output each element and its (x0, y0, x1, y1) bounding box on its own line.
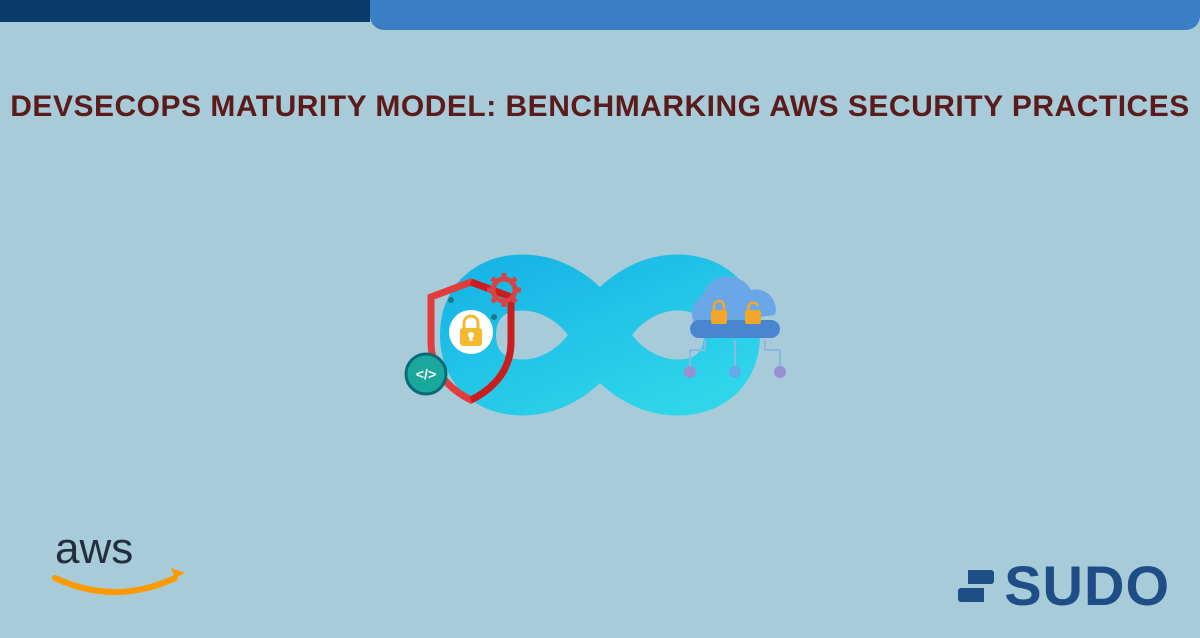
sudo-mark-icon (954, 564, 998, 608)
aws-text: aws (55, 524, 133, 573)
cloud-security-icon (660, 270, 810, 410)
page-title: DEVSECOPS MATURITY MODEL: BENCHMARKING A… (0, 90, 1200, 124)
top-bar-light (370, 0, 1200, 30)
aws-smile-icon (55, 578, 175, 592)
sudo-text: SUDO (1004, 553, 1170, 618)
top-bar-dark (0, 0, 370, 22)
infinity-graphic: </> (320, 190, 880, 480)
aws-logo: aws (40, 518, 200, 608)
sudo-logo: SUDO (954, 553, 1170, 618)
svg-text:</>: </> (416, 366, 436, 382)
devsecops-shield-cluster-icon: </> (396, 262, 546, 412)
